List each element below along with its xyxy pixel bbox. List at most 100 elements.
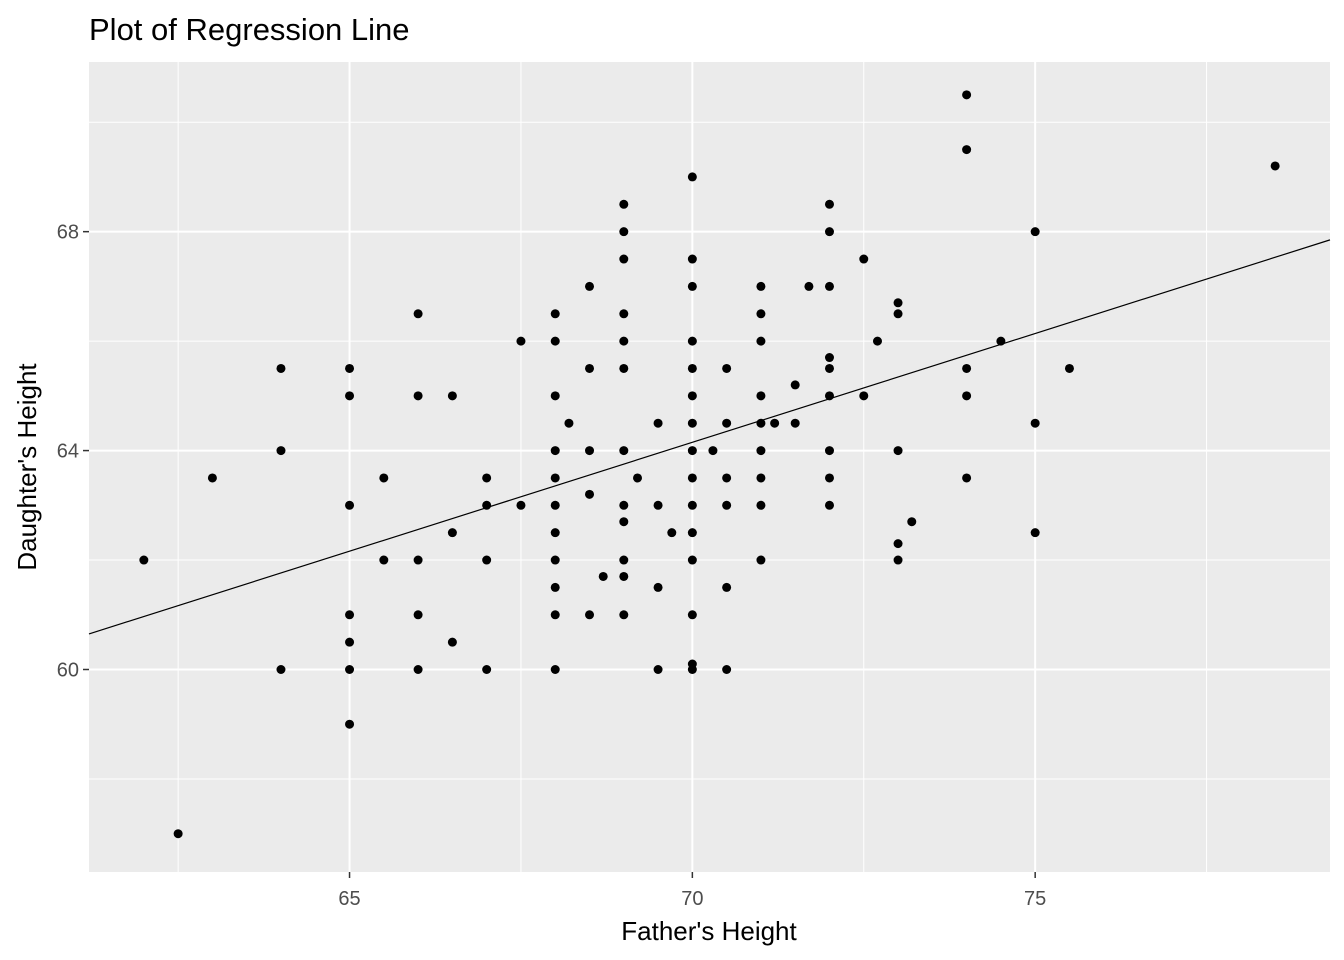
data-point (516, 500, 526, 510)
data-point (550, 665, 560, 674)
data-point (619, 500, 629, 510)
data-point (872, 336, 882, 346)
data-point (619, 446, 629, 456)
x-tick-label: 75 (1024, 888, 1046, 910)
data-point (1030, 528, 1040, 538)
data-point (447, 528, 457, 538)
data-point (722, 665, 732, 674)
data-point (962, 145, 972, 155)
data-point (722, 418, 732, 428)
data-point (824, 363, 834, 373)
data-point (687, 336, 697, 346)
data-point (413, 610, 423, 620)
data-point (722, 473, 732, 483)
data-point (619, 254, 629, 264)
data-point (550, 473, 560, 483)
data-point (619, 517, 629, 527)
data-point (907, 517, 917, 527)
data-point (585, 446, 595, 456)
data-point (824, 281, 834, 291)
data-point (413, 665, 423, 674)
data-point (756, 391, 766, 401)
data-point (619, 199, 629, 209)
data-point (345, 610, 355, 620)
data-point (687, 528, 697, 538)
data-point (345, 391, 355, 401)
data-point (653, 665, 663, 674)
data-point (550, 555, 560, 565)
data-point (276, 363, 286, 373)
data-point (413, 555, 423, 565)
data-point (447, 391, 457, 401)
data-point (482, 555, 492, 565)
data-point (653, 582, 663, 592)
data-point (345, 719, 355, 729)
x-axis-ticks: 65 70 75 (338, 872, 1046, 910)
data-point (722, 363, 732, 373)
data-point (413, 391, 423, 401)
data-point (1064, 363, 1074, 373)
data-point (687, 500, 697, 510)
x-tick-label: 65 (338, 888, 360, 910)
data-point (345, 665, 355, 674)
data-point (585, 281, 595, 291)
data-point (413, 309, 423, 319)
data-point (379, 555, 389, 565)
data-point (585, 489, 595, 499)
data-point (550, 500, 560, 510)
data-point (962, 90, 972, 100)
data-point (550, 391, 560, 401)
data-point (790, 418, 800, 428)
data-point (824, 199, 834, 209)
data-point (447, 637, 457, 647)
data-point (756, 309, 766, 319)
data-point (550, 446, 560, 456)
data-point (482, 473, 492, 483)
data-point (516, 336, 526, 346)
x-tick-label: 70 (681, 888, 703, 910)
data-point (824, 446, 834, 456)
data-point (276, 446, 286, 456)
data-point (667, 528, 677, 538)
data-point (1030, 418, 1040, 428)
data-point (962, 391, 972, 401)
data-point (722, 582, 732, 592)
minor-gridlines (89, 62, 1330, 872)
data-point (756, 555, 766, 565)
data-point (550, 309, 560, 319)
y-tick-label: 64 (57, 441, 79, 463)
data-point (550, 582, 560, 592)
data-point (756, 446, 766, 456)
data-point (893, 539, 903, 549)
data-point (653, 500, 663, 510)
data-point (687, 391, 697, 401)
data-point (653, 418, 663, 428)
data-point (482, 665, 492, 674)
data-point (173, 829, 183, 839)
data-point (482, 500, 492, 510)
plot-panel (89, 62, 1330, 872)
data-point (687, 281, 697, 291)
data-point (893, 555, 903, 565)
data-point (756, 336, 766, 346)
data-point (687, 473, 697, 483)
data-point (1270, 161, 1280, 171)
y-axis-title: Daughter's Height (12, 363, 42, 571)
data-point (804, 281, 814, 291)
data-point (893, 309, 903, 319)
chart-title: Plot of Regression Line (89, 12, 410, 47)
data-point (276, 665, 286, 674)
data-point (633, 473, 643, 483)
data-point (824, 473, 834, 483)
data-point (756, 418, 766, 428)
data-point (824, 227, 834, 237)
data-point (824, 500, 834, 510)
data-point (598, 571, 608, 581)
data-point (790, 380, 800, 390)
data-point (687, 418, 697, 428)
data-point (859, 391, 869, 401)
data-point (893, 446, 903, 456)
data-point (687, 446, 697, 456)
data-point (708, 446, 718, 456)
